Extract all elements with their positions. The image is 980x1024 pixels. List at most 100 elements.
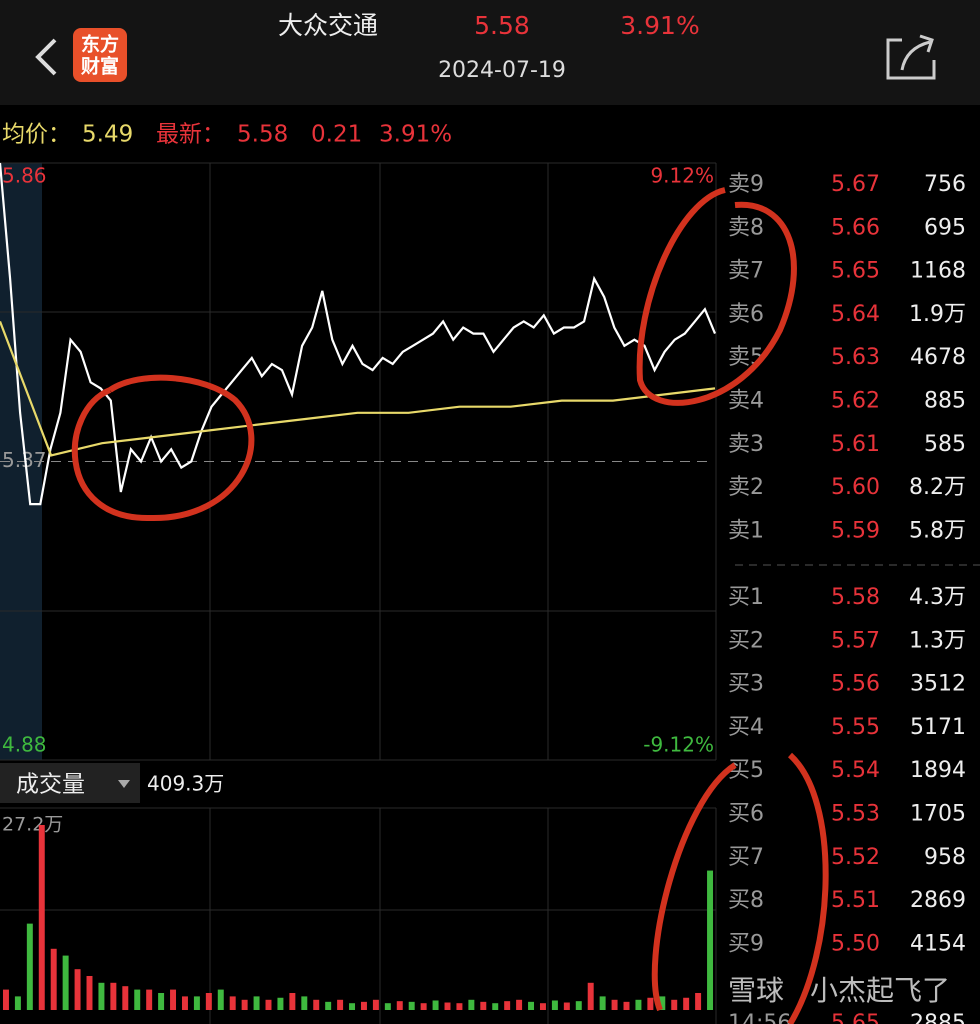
book-price: 5.57: [831, 628, 880, 653]
volume-bar: [360, 1001, 367, 1010]
book-price: 5.56: [831, 672, 880, 697]
volume-bar: [337, 999, 344, 1010]
book-price: 5.60: [831, 475, 880, 500]
volume-bar: [277, 997, 284, 1010]
share-button[interactable]: [886, 34, 936, 80]
volume-bar: [408, 1001, 415, 1010]
avg-label: 均价：: [2, 122, 71, 148]
annotation-circle: [651, 752, 829, 1024]
volume-bar: [468, 999, 475, 1010]
watermark: 雪球: [728, 974, 784, 1007]
book-volume: 585: [924, 432, 966, 457]
book-level: 卖2: [728, 475, 764, 500]
volume-selector[interactable]: [0, 763, 140, 803]
volume-bar: [587, 982, 594, 1010]
y-tick-label: 5.86: [2, 164, 47, 188]
volume-bar: [707, 870, 714, 1010]
book-volume: 4.3万: [909, 585, 966, 610]
volume-bar: [539, 1003, 546, 1010]
latest-pct: 3.91%: [379, 122, 452, 148]
book-volume: 5.8万: [909, 518, 966, 543]
volume-bar: [265, 999, 272, 1010]
app-logo: [73, 28, 127, 82]
book-volume: 3512: [910, 672, 966, 697]
volume-bar: [647, 997, 654, 1010]
volume-bar: [671, 999, 678, 1010]
latest-label: 最新：: [156, 122, 225, 148]
volume-bar: [74, 969, 81, 1010]
volume-bar: [134, 989, 141, 1010]
volume-bar: [528, 1001, 535, 1010]
latest-price: 5.58: [237, 122, 288, 148]
volume-bar: [396, 1001, 403, 1010]
volume-bar: [122, 986, 129, 1010]
volume-bar: [241, 999, 248, 1010]
back-button[interactable]: [35, 38, 57, 76]
volume-bar: [50, 948, 57, 1010]
book-level: 买4: [728, 715, 764, 740]
book-volume: 1.3万: [909, 628, 966, 653]
volume-bar: [110, 982, 117, 1010]
book-volume: 1168: [910, 259, 966, 284]
watermark: 小杰起飞了: [810, 974, 950, 1007]
book-volume: 8.2万: [909, 475, 966, 500]
book-volume: 958: [924, 845, 966, 870]
volume-bar: [683, 997, 690, 1010]
stock-name: 大众交通: [278, 11, 378, 40]
volume-bar: [420, 1003, 427, 1010]
book-price: 5.64: [831, 302, 880, 327]
volume-bar: [146, 989, 153, 1010]
volume-bar: [289, 992, 296, 1010]
volume-bar: [62, 955, 69, 1010]
book-level: 买3: [728, 672, 764, 697]
volume-bar: [516, 999, 523, 1010]
book-volume: 4154: [910, 931, 966, 956]
book-price: 5.61: [831, 432, 880, 457]
volume-bar: [384, 1003, 391, 1010]
book-price: 5.52: [831, 845, 880, 870]
logo-text: 东方: [81, 33, 119, 56]
book-level: 卖4: [728, 389, 764, 414]
book-price: 5.59: [831, 518, 880, 543]
book-level: 买5: [728, 758, 764, 783]
book-level: 买2: [728, 628, 764, 653]
volume-bar: [623, 1001, 630, 1010]
volume-bar: [170, 989, 177, 1010]
volume-title: 成交量: [16, 772, 85, 798]
volume-bar: [563, 1002, 570, 1010]
stock-price: 5.58: [474, 11, 530, 40]
volume-bar: [611, 999, 618, 1010]
avg-price: 5.49: [82, 122, 133, 148]
y-tick-label: 4.88: [2, 733, 47, 757]
book-price: 5.58: [831, 585, 880, 610]
book-level: 买6: [728, 802, 764, 827]
volume-bar: [372, 999, 379, 1010]
volume-bar: [635, 999, 642, 1010]
book-price: 5.63: [831, 345, 880, 370]
book-level: 卖7: [728, 259, 764, 284]
book-price: 5.53: [831, 802, 880, 827]
volume-bar: [217, 989, 224, 1010]
logo-text: 财富: [81, 55, 119, 78]
volume-bar: [38, 825, 45, 1010]
latest-change: 0.21: [311, 122, 362, 148]
book-price: 5.67: [831, 172, 880, 197]
volume-bar: [432, 1000, 439, 1010]
header-bg: [0, 0, 980, 105]
book-price: 5.51: [831, 888, 880, 913]
volume-bar: [158, 992, 165, 1010]
book-level: 买8: [728, 888, 764, 913]
y-tick-label: 27.2万: [2, 814, 63, 836]
book-volume: 4678: [910, 345, 966, 370]
volume-bar: [14, 996, 21, 1010]
volume-bar: [98, 982, 105, 1010]
book-volume: 2869: [910, 888, 966, 913]
book-level: 卖8: [728, 215, 764, 240]
book-price: 5.55: [831, 715, 880, 740]
date: 2024-07-19: [438, 58, 566, 83]
book-volume: 1.9万: [909, 302, 966, 327]
volume-total: 409.3万: [147, 772, 224, 796]
volume-bar: [349, 1003, 356, 1010]
